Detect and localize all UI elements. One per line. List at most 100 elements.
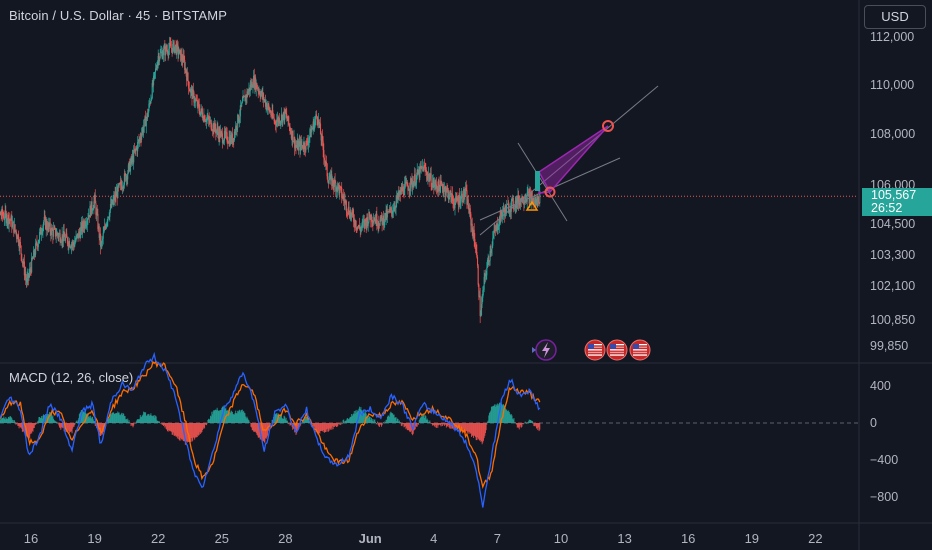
candle: [134, 148, 136, 155]
us-flag-event-icon[interactable]: [629, 339, 651, 361]
candle-body: [134, 148, 136, 152]
candle-body: [496, 223, 498, 226]
histogram-bar: [5, 418, 7, 423]
histogram-bar: [380, 423, 382, 426]
candle: [406, 180, 408, 187]
candle: [311, 124, 313, 133]
candle: [426, 171, 428, 181]
candle-body: [478, 284, 480, 297]
candle-body: [395, 201, 397, 208]
us-flag-event-icon[interactable]: [584, 339, 606, 361]
price-tick-label: 103,300: [870, 248, 915, 262]
last-price-tag: 105,567 26:52: [862, 188, 932, 217]
histogram-bar: [441, 423, 443, 425]
candle-body: [129, 163, 131, 172]
currency-button[interactable]: USD: [864, 5, 926, 29]
histogram-bar: [231, 411, 233, 423]
histogram-bar: [42, 415, 44, 423]
histogram-bar: [31, 423, 33, 431]
candle: [94, 189, 96, 204]
candle-body: [278, 117, 280, 124]
time-tick-label: 16: [681, 531, 695, 546]
candle-body: [492, 234, 494, 239]
candle-body: [194, 102, 196, 104]
candle: [50, 228, 52, 242]
candle: [527, 188, 530, 197]
candle-body: [221, 131, 223, 134]
candle-body: [392, 211, 394, 214]
candle-body: [270, 111, 272, 116]
histogram-bar: [339, 423, 341, 426]
histogram-bar: [331, 423, 333, 426]
candle-body: [179, 49, 181, 51]
candle: [469, 203, 471, 217]
macd-indicator-title[interactable]: MACD (12, 26, close): [9, 370, 134, 385]
candle: [538, 201, 540, 205]
histogram-bar: [101, 423, 103, 433]
candle-body: [529, 193, 532, 195]
candle-body: [359, 229, 361, 232]
histogram-bar: [536, 423, 538, 429]
candle-body: [139, 137, 141, 140]
flag-stripe: [610, 354, 624, 356]
candle: [3, 213, 6, 226]
candle-body: [263, 99, 265, 101]
histogram-bar: [463, 423, 465, 431]
histogram-bar: [490, 406, 492, 423]
histogram-bar: [106, 422, 108, 424]
candle-body: [396, 195, 398, 199]
candle: [198, 98, 200, 109]
candle-body: [259, 94, 261, 98]
candle: [93, 195, 95, 215]
candle: [281, 113, 283, 127]
candle: [164, 39, 166, 62]
histogram-bar: [176, 423, 178, 437]
histogram-bar: [471, 423, 473, 436]
lightning-event-icon[interactable]: [532, 339, 557, 361]
histogram-bar: [230, 410, 232, 423]
histogram-bar: [192, 423, 194, 441]
candle: [0, 209, 2, 221]
candle-body: [394, 207, 396, 209]
candle-body: [85, 224, 87, 227]
candle-body: [371, 221, 373, 223]
candle: [143, 119, 145, 138]
pattern-triangle: [538, 125, 609, 194]
candle: [5, 211, 8, 227]
histogram-bar: [235, 413, 237, 423]
candle-body: [168, 42, 171, 49]
histogram-bar: [120, 413, 122, 423]
histogram-bar: [313, 423, 315, 426]
histogram-bar: [427, 420, 429, 423]
histogram-bar: [233, 414, 235, 423]
us-flag-event-icon[interactable]: [606, 339, 628, 361]
histogram-bar: [143, 411, 145, 423]
histogram-bar: [251, 423, 253, 428]
candle: [302, 141, 304, 152]
candle-body: [252, 87, 254, 89]
candle: [113, 190, 115, 207]
candle: [65, 228, 67, 239]
candle-body: [337, 183, 339, 186]
candle-body: [435, 181, 437, 185]
symbol-title[interactable]: Bitcoin / U.S. Dollar · 45 · BITSTAMP: [9, 8, 228, 23]
candle: [296, 140, 298, 149]
candle-body: [431, 186, 433, 188]
candle-body: [509, 209, 511, 213]
candle: [6, 218, 8, 229]
histogram-bar: [9, 416, 11, 423]
histogram-bar: [168, 423, 170, 431]
candle-body: [125, 176, 127, 181]
histogram-bar: [364, 411, 366, 423]
histogram-bar: [22, 423, 24, 432]
histogram-bar: [366, 416, 368, 423]
candle: [211, 128, 214, 137]
candle: [215, 129, 218, 137]
histogram-bar: [245, 418, 247, 423]
histogram-bar: [16, 423, 18, 424]
candle: [137, 139, 139, 149]
candle-body: [199, 110, 201, 116]
candle-body: [135, 148, 137, 150]
